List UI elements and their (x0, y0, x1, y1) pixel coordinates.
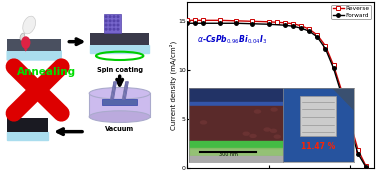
Reverse (250, 20, 254, 22)
Circle shape (117, 20, 119, 22)
Bar (90, 32, 149, 45)
Circle shape (105, 28, 107, 30)
Circle shape (117, 28, 119, 30)
Reverse (282, 22, 287, 24)
Reverse (193, 19, 198, 21)
Reverse (339, 90, 344, 92)
FancyBboxPatch shape (7, 51, 61, 60)
Reverse (356, 149, 360, 151)
Reverse (266, 21, 271, 23)
Circle shape (105, 20, 107, 22)
Circle shape (109, 20, 111, 22)
Circle shape (113, 20, 115, 22)
Ellipse shape (23, 16, 36, 34)
Ellipse shape (20, 33, 25, 40)
Reverse (234, 20, 238, 22)
Bar (7, 118, 48, 132)
Forward (217, 22, 222, 24)
Line: Forward: Forward (186, 22, 368, 169)
Text: Spin coating: Spin coating (97, 67, 143, 73)
Circle shape (109, 16, 111, 18)
Line: Reverse: Reverse (185, 18, 368, 168)
Text: $\alpha$-CsPb$_{0.96}$Bi$_{0.04}$I$_{3}$: $\alpha$-CsPb$_{0.96}$Bi$_{0.04}$I$_{3}$ (197, 33, 267, 46)
Ellipse shape (21, 36, 30, 49)
Reverse (185, 19, 189, 21)
Forward (193, 22, 198, 24)
Bar (7, 132, 48, 140)
Reverse (307, 28, 311, 30)
Circle shape (117, 16, 119, 18)
Reverse (315, 34, 319, 36)
Forward (323, 48, 328, 50)
Circle shape (113, 24, 115, 26)
Forward (331, 67, 336, 69)
Circle shape (109, 28, 111, 30)
Forward (364, 166, 368, 168)
Text: Annealing: Annealing (17, 67, 76, 77)
Reverse (201, 19, 206, 21)
Text: Vacuum: Vacuum (105, 126, 134, 132)
Forward (201, 22, 206, 24)
Legend: Reverse, Forward: Reverse, Forward (332, 5, 371, 19)
Y-axis label: Current density (mA/cm²): Current density (mA/cm²) (169, 40, 177, 130)
Reverse (274, 21, 279, 23)
Forward (347, 126, 352, 128)
Forward (307, 30, 311, 32)
Polygon shape (122, 82, 128, 99)
Circle shape (105, 16, 107, 18)
Bar (89, 93, 150, 117)
Polygon shape (24, 48, 28, 52)
Reverse (291, 23, 295, 25)
Circle shape (117, 24, 119, 26)
Ellipse shape (89, 111, 150, 122)
Forward (315, 36, 319, 38)
Forward (339, 94, 344, 96)
Bar (7, 39, 61, 51)
Reverse (364, 165, 368, 167)
Forward (185, 22, 189, 24)
Forward (266, 23, 271, 25)
Bar (104, 14, 121, 32)
Reverse (347, 120, 352, 122)
Reverse (217, 19, 222, 21)
Reverse (299, 25, 303, 27)
Forward (234, 22, 238, 24)
Forward (299, 27, 303, 29)
Circle shape (109, 24, 111, 26)
Reverse (323, 45, 328, 47)
Bar (102, 99, 138, 105)
Forward (282, 24, 287, 26)
Reverse (331, 64, 336, 66)
Circle shape (105, 24, 107, 26)
Forward (291, 25, 295, 27)
Circle shape (113, 16, 115, 18)
Forward (356, 153, 360, 155)
Polygon shape (110, 82, 116, 99)
Forward (250, 23, 254, 25)
Circle shape (113, 28, 115, 30)
Bar (90, 45, 149, 53)
Ellipse shape (89, 88, 150, 99)
